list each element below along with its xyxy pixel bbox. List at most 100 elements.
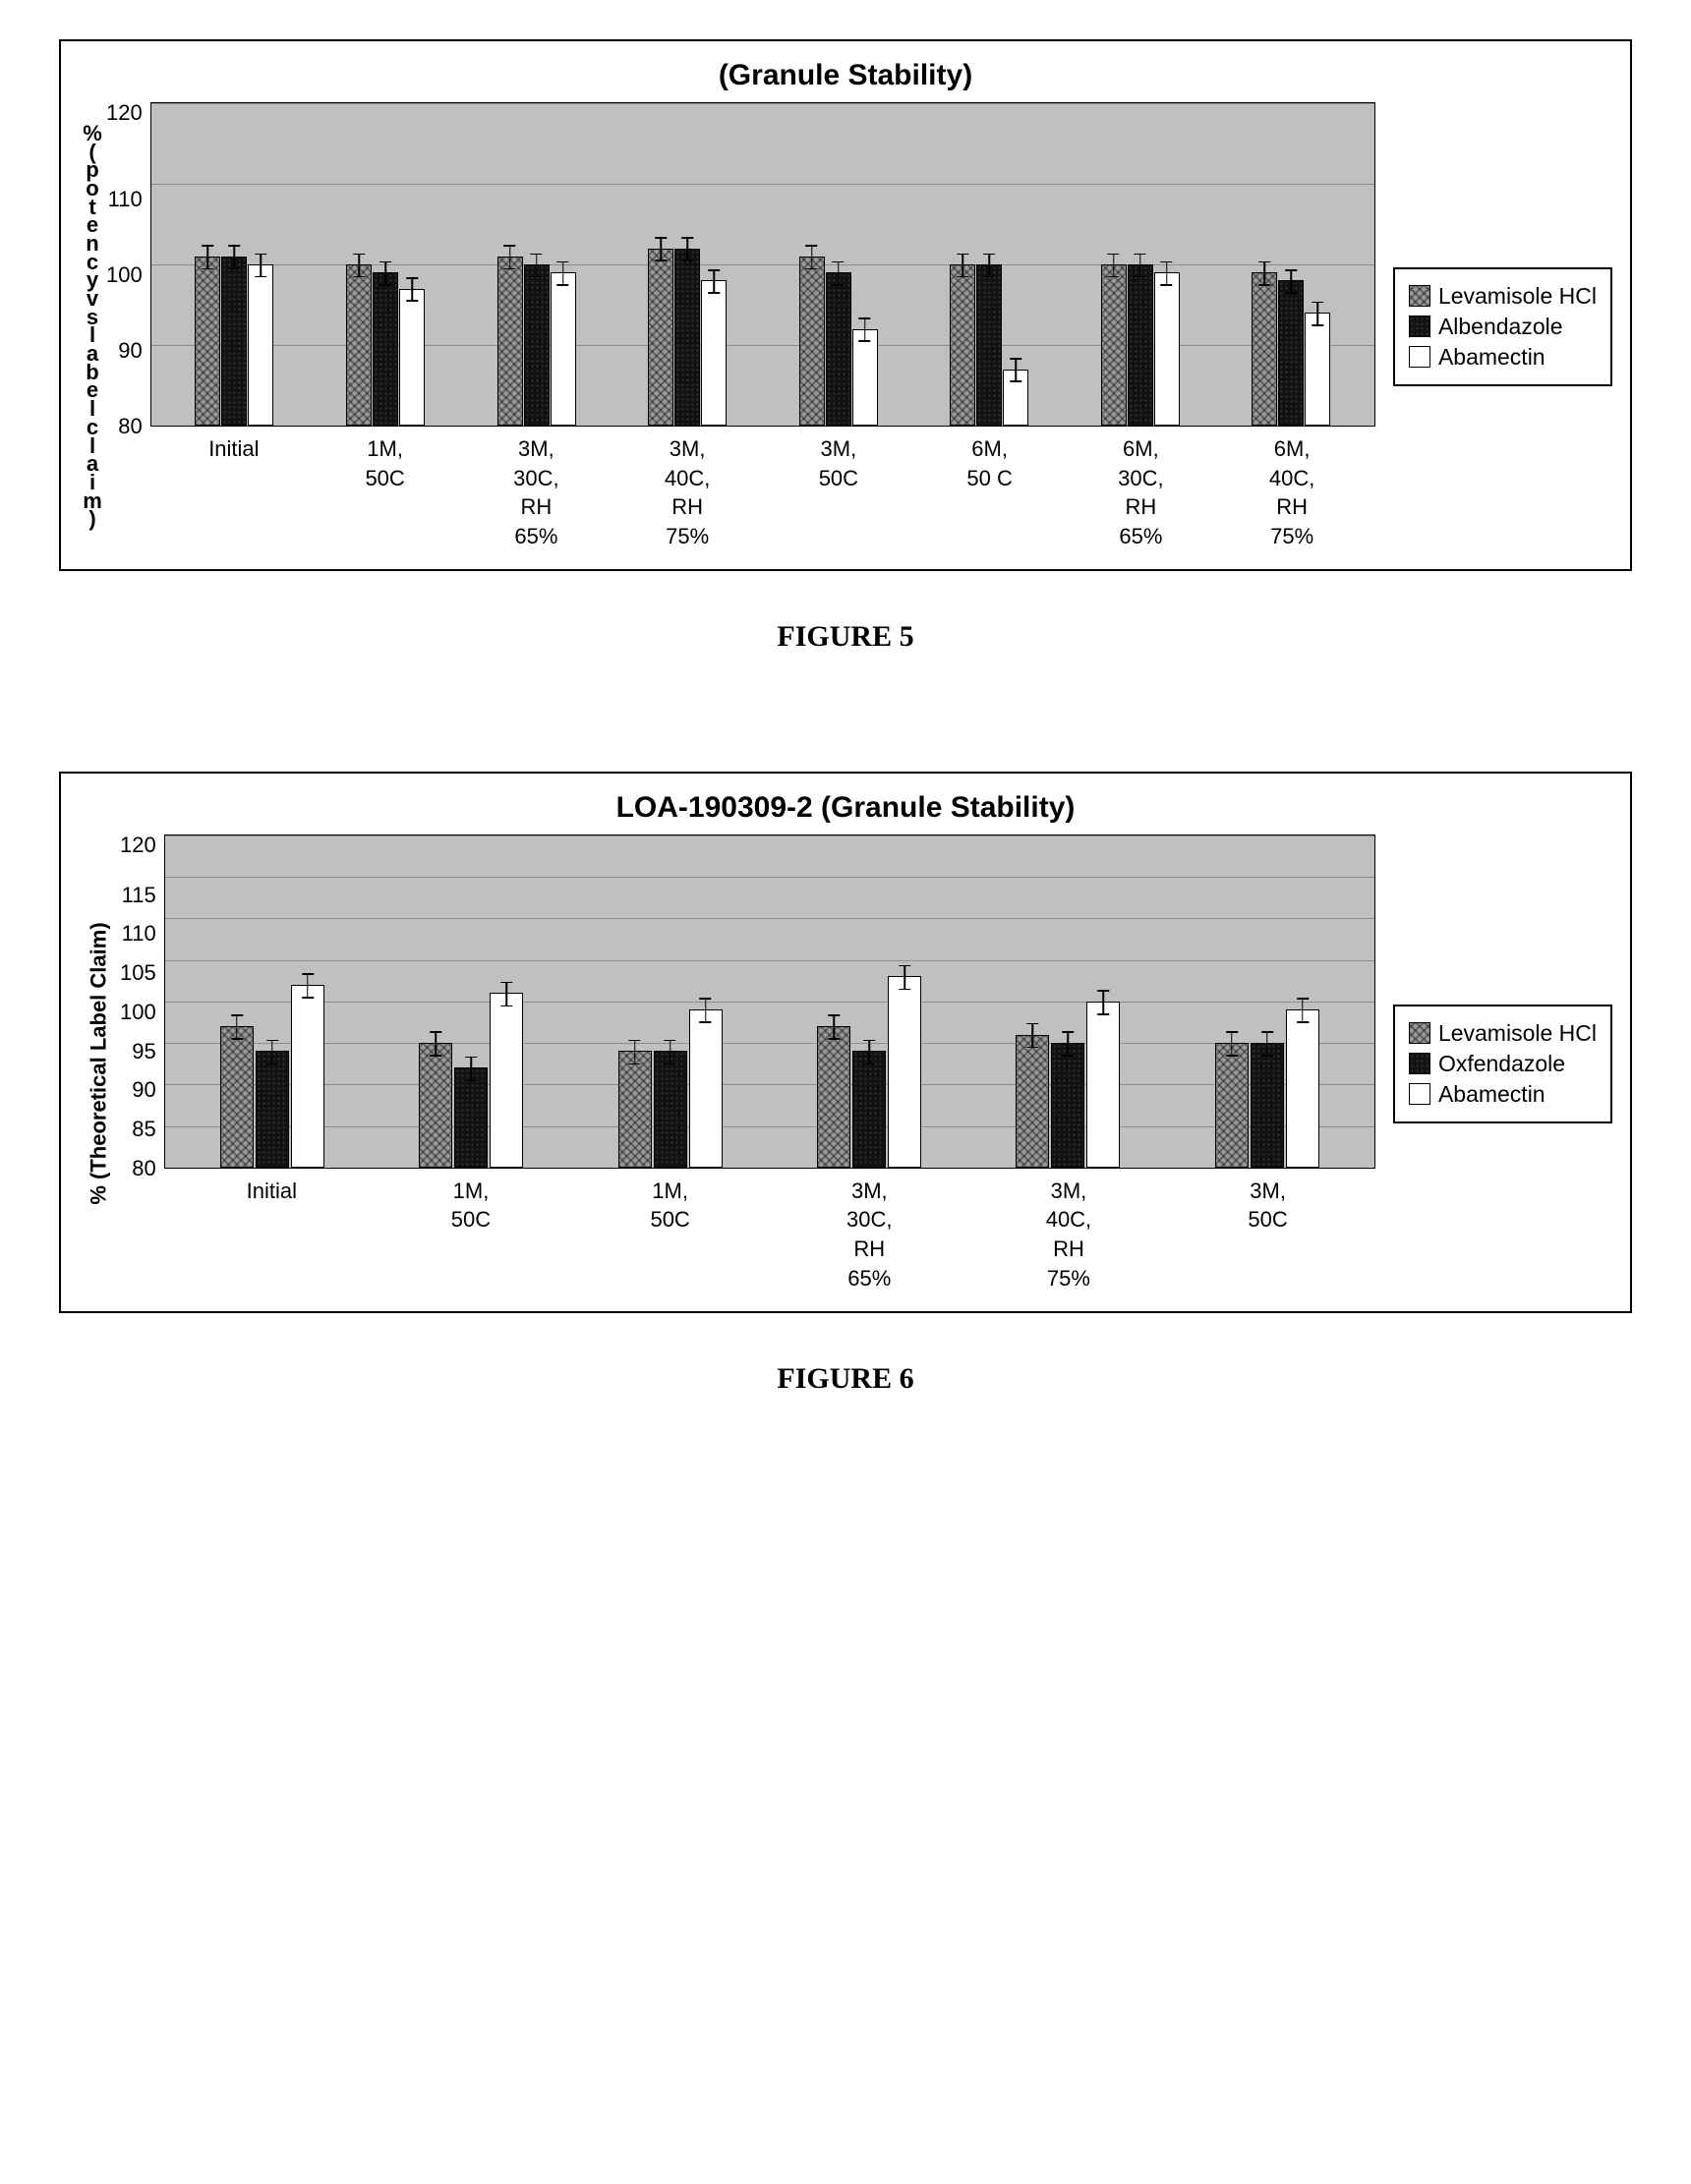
error-bar xyxy=(1032,1023,1034,1049)
y-tick: 85 xyxy=(132,1119,155,1140)
bar xyxy=(799,257,825,426)
legend-label: Oxfendazole xyxy=(1438,1051,1565,1077)
bars-row xyxy=(151,103,1374,426)
bar xyxy=(291,985,324,1168)
bar xyxy=(454,1067,488,1167)
error-bar xyxy=(506,982,508,1007)
bar xyxy=(888,976,921,1167)
legend-label: Abamectin xyxy=(1438,344,1545,371)
error-bar xyxy=(1302,998,1304,1023)
bar xyxy=(1286,1009,1319,1168)
bar xyxy=(551,272,576,426)
y-tick: 110 xyxy=(122,923,156,945)
bar xyxy=(346,264,372,426)
legend-swatch xyxy=(1409,285,1430,307)
error-bar xyxy=(358,254,360,278)
bar xyxy=(1051,1043,1084,1168)
bar xyxy=(256,1051,289,1167)
plot-cell: 12011511010510095908580Initial1M, 50C1M,… xyxy=(120,834,1375,1293)
bar xyxy=(1128,264,1153,426)
figure-fig6: LOA-190309-2 (Granule Stability)% (Theor… xyxy=(59,772,1632,1396)
bar-group xyxy=(173,835,372,1168)
chart-title: (Granule Stability) xyxy=(79,59,1612,92)
yaxis-label-wrap: %(potencyvslabelclaim) xyxy=(79,102,106,551)
y-ticks: 12011511010510095908580 xyxy=(120,834,164,1169)
bar xyxy=(648,249,673,426)
error-bar xyxy=(988,254,990,278)
x-label: Initial xyxy=(158,434,310,551)
error-bar xyxy=(562,261,564,286)
bar xyxy=(1101,264,1127,426)
bar xyxy=(497,257,523,426)
legend-label: Albendazole xyxy=(1438,314,1563,340)
error-bar xyxy=(1231,1031,1233,1057)
bar xyxy=(221,257,247,426)
x-label: 3M, 40C, RH 75% xyxy=(969,1177,1169,1293)
bar-group xyxy=(763,103,914,426)
error-bar xyxy=(1263,261,1265,286)
legend-item: Levamisole HCl xyxy=(1409,1020,1597,1047)
error-bar xyxy=(436,1031,437,1057)
error-bar xyxy=(234,245,236,269)
bar xyxy=(950,264,975,426)
legend: Levamisole HCl Albendazole Abamectin xyxy=(1393,267,1612,386)
bar xyxy=(1154,272,1180,426)
bar xyxy=(419,1043,452,1168)
error-bar xyxy=(1290,269,1292,294)
chart-body-row: % (Theoretical Label Claim)1201151101051… xyxy=(79,834,1612,1293)
yaxis-label-wrap: % (Theoretical Label Claim) xyxy=(79,834,120,1293)
error-bar xyxy=(1139,254,1141,278)
legend-item: Albendazole xyxy=(1409,314,1597,340)
bar xyxy=(490,993,523,1167)
error-bar xyxy=(962,254,963,278)
bar xyxy=(674,249,700,426)
error-bar xyxy=(868,1040,870,1065)
x-label: 1M, 50C xyxy=(310,434,461,551)
bar xyxy=(220,1026,254,1168)
plot-cell: 1201101009080Initial1M, 50C3M, 30C, RH 6… xyxy=(106,102,1375,551)
bar xyxy=(817,1026,850,1168)
error-bar xyxy=(509,245,511,269)
legend: Levamisole HCl Oxfendazole Abamectin xyxy=(1393,1005,1612,1123)
bar xyxy=(701,280,727,426)
y-tick: 80 xyxy=(132,1158,155,1179)
bar-group xyxy=(1065,103,1216,426)
figure-fig5: (Granule Stability) %(potencyvslabelclaim… xyxy=(59,39,1632,654)
bar-group xyxy=(159,103,311,426)
error-bar xyxy=(811,245,813,269)
chart-frame: LOA-190309-2 (Granule Stability)% (Theor… xyxy=(59,772,1632,1313)
x-label: 3M, 30C, RH 65% xyxy=(461,434,612,551)
bar-group xyxy=(612,103,763,426)
error-bar xyxy=(686,237,688,261)
plot-and-ticks: 12011511010510095908580 xyxy=(120,834,1375,1169)
plot-and-ticks: 1201101009080 xyxy=(106,102,1375,427)
legend-item: Levamisole HCl xyxy=(1409,283,1597,310)
bar xyxy=(654,1051,687,1167)
error-bar xyxy=(207,245,209,269)
y-tick: 105 xyxy=(120,962,156,984)
bar-group xyxy=(968,835,1167,1168)
error-bar xyxy=(1015,358,1017,382)
x-labels: Initial1M, 50C1M, 50C3M, 30C, RH 65%3M, … xyxy=(164,1169,1375,1293)
error-bar xyxy=(411,277,413,302)
bar-group xyxy=(310,103,461,426)
legend-label: Levamisole HCl xyxy=(1438,283,1597,310)
y-tick: 100 xyxy=(106,264,143,286)
bar xyxy=(524,264,550,426)
x-label: Initial xyxy=(172,1177,372,1293)
bar xyxy=(1003,370,1028,426)
legend-swatch xyxy=(1409,1083,1430,1105)
legend-swatch xyxy=(1409,346,1430,368)
legend-label: Levamisole HCl xyxy=(1438,1020,1597,1047)
x-label: 3M, 50C xyxy=(1168,1177,1368,1293)
figure-caption: FIGURE 6 xyxy=(59,1362,1632,1396)
error-bar xyxy=(660,237,662,261)
plot-area xyxy=(164,834,1375,1169)
error-bar xyxy=(384,261,386,286)
legend-label: Abamectin xyxy=(1438,1081,1545,1108)
legend-item: Oxfendazole xyxy=(1409,1051,1597,1077)
bar xyxy=(1305,313,1330,426)
y-tick: 80 xyxy=(118,416,142,437)
bars-row xyxy=(165,835,1374,1168)
legend-item: Abamectin xyxy=(1409,1081,1597,1108)
